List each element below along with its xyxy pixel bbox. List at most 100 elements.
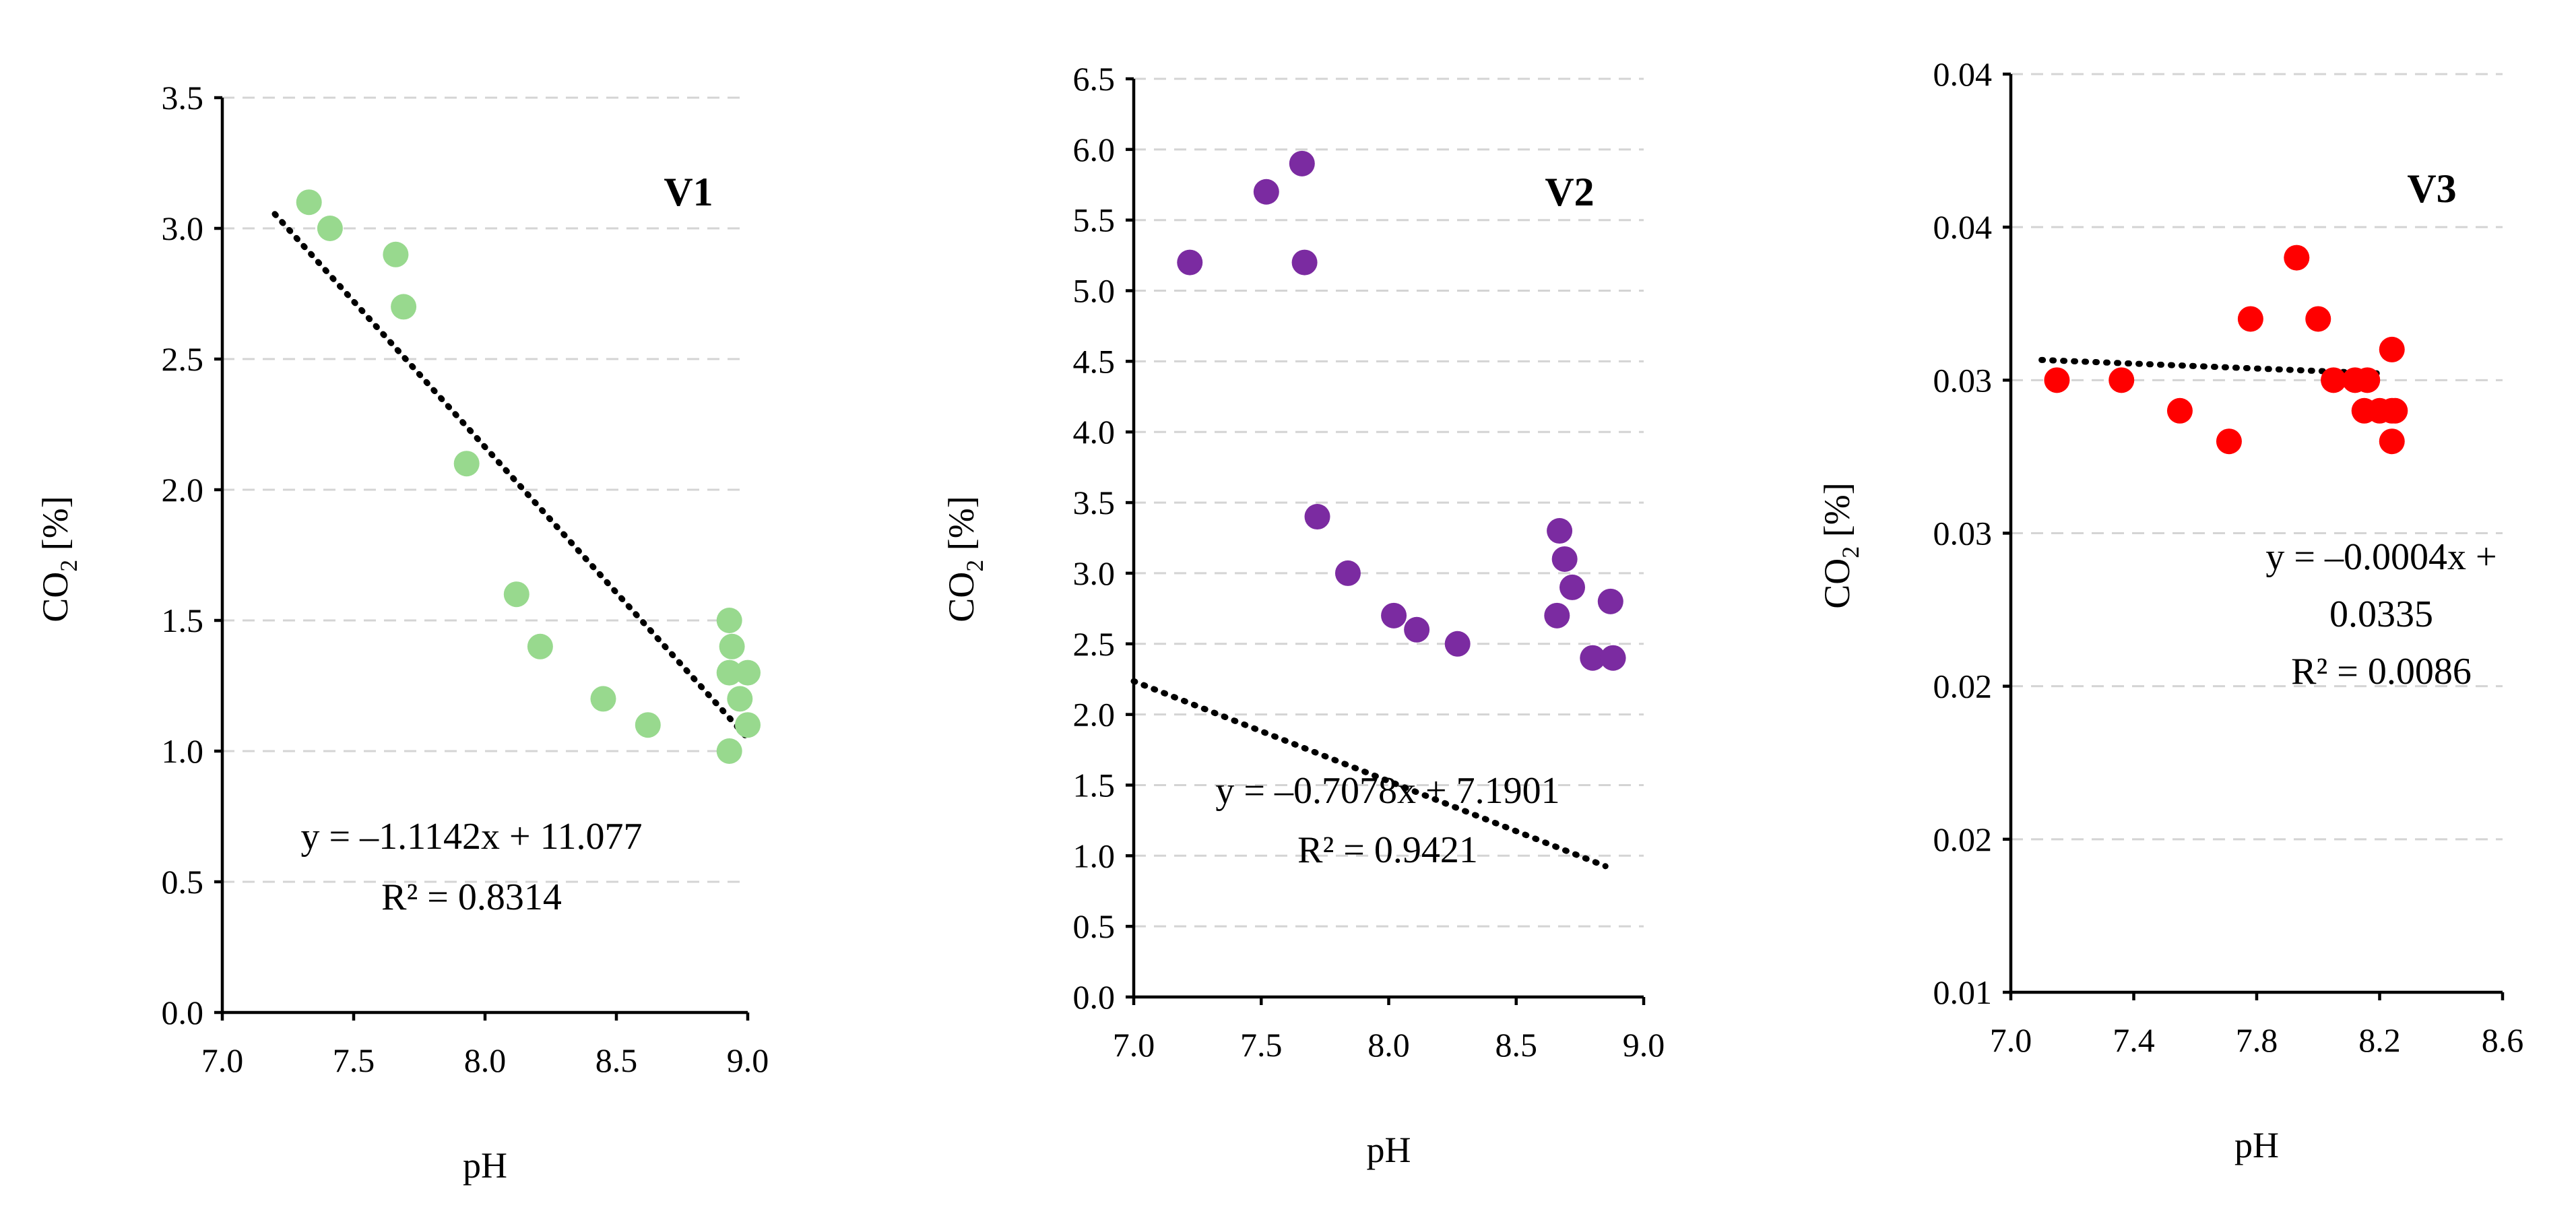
y-axis-label: CO2 [%] (1817, 482, 1864, 608)
x-tick-label: 7.5 (1240, 1026, 1283, 1064)
y-tick-label: 0.0 (1073, 978, 1116, 1016)
y-tick-label: 0.5 (1073, 907, 1116, 945)
x-tick-label: 7.0 (201, 1041, 244, 1079)
data-point (2284, 245, 2310, 271)
data-point (2305, 306, 2331, 332)
x-axis-label: pH (463, 1145, 507, 1186)
data-point (735, 712, 761, 738)
trendline (1130, 678, 1609, 870)
data-point (1253, 179, 1279, 205)
data-point (719, 633, 745, 659)
y-tick-label: 1.5 (1073, 766, 1116, 804)
y-tick-label: 3.0 (1073, 554, 1116, 592)
y-axis-label-suffix: [%] (1817, 482, 1857, 546)
y-axis-label-suffix: [%] (35, 496, 75, 559)
x-tick-label: 7.0 (1990, 1021, 2032, 1059)
y-tick-label: 2.5 (1073, 625, 1116, 663)
panel-title: V3 (2407, 166, 2456, 211)
x-tick-label: 9.0 (1623, 1026, 1665, 1064)
x-axis-label: pH (2234, 1125, 2279, 1165)
data-point (1381, 602, 1407, 629)
data-point (727, 686, 753, 712)
data-point (296, 189, 322, 216)
data-point (1444, 631, 1471, 657)
data-point (635, 712, 661, 738)
y-tick-label: 0.04 (1933, 208, 1993, 246)
y-axis-label-main: CO (35, 572, 75, 622)
data-point (503, 581, 529, 608)
data-point (1289, 150, 1315, 176)
y-tick-label: 0.01 (1933, 973, 1993, 1011)
data-point (1334, 560, 1361, 586)
data-point (2379, 336, 2405, 362)
data-point (1404, 616, 1430, 643)
data-point (590, 686, 616, 712)
x-tick-label: 7.8 (2236, 1021, 2278, 1059)
data-point (1551, 546, 1578, 572)
data-point (2382, 397, 2408, 424)
chart-panel-v2: 0.0 0.5 1.0 1.5 2.0 2.5 3.0 3.5 4.0 4.5 5.0 5.5 6.0 6… (941, 60, 1665, 1170)
y-tick-label: 4.5 (1073, 342, 1116, 380)
y-tick-label: 1.0 (1073, 837, 1116, 874)
regression-equation: y = –0.7078x + 7.1901 (1215, 770, 1559, 812)
data-point (1580, 645, 1606, 671)
x-tick-label: 8.0 (1367, 1026, 1410, 1064)
trendline (271, 211, 751, 742)
data-point (2044, 367, 2070, 393)
y-axis-label-subscript: 2 (55, 560, 82, 572)
data-point (1291, 249, 1318, 276)
y-axis-label-main: CO (941, 572, 981, 622)
data-point (735, 659, 761, 686)
y-tick-label: 0.03 (1933, 361, 1993, 399)
y-tick-label: 5.0 (1073, 272, 1116, 310)
y-axis-label-subscript: 2 (1837, 546, 1864, 558)
data-point (2321, 367, 2347, 393)
data-point (1177, 249, 1203, 276)
chart-panel-v1: 0.0 0.5 1.0 1.5 2.0 2.5 3.0 3.5 7.0 7.5 8.0 8.5 9.0 p… (35, 79, 769, 1186)
x-tick-label: 8.5 (1495, 1026, 1538, 1064)
regression-equation: R² = 0.9421 (1297, 829, 1478, 871)
y-tick-label: 6.5 (1073, 60, 1116, 98)
x-tick-label: 8.2 (2358, 1021, 2401, 1059)
data-point (716, 738, 742, 764)
y-tick-label: 3.5 (1073, 484, 1116, 521)
data-point (716, 659, 742, 686)
regression-equation: y = –1.1142x + 11.077 (300, 816, 642, 858)
x-tick-label: 7.0 (1113, 1026, 1155, 1064)
y-tick-label: 4.0 (1073, 413, 1116, 451)
data-point (453, 451, 480, 477)
y-tick-label: 3.0 (162, 210, 204, 247)
y-tick-label: 0.02 (1933, 820, 1993, 858)
x-tick-label: 7.4 (2113, 1021, 2155, 1059)
x-tick-label: 9.0 (727, 1041, 769, 1079)
y-tick-label: 2.0 (162, 471, 204, 509)
y-tick-label: 1.5 (162, 602, 204, 639)
data-point (2379, 428, 2405, 455)
data-point (2354, 367, 2381, 393)
y-tick-label: 0.04 (1933, 55, 1993, 93)
y-tick-label: 3.5 (162, 79, 204, 117)
data-point (2108, 367, 2135, 393)
x-tick-label: 8.5 (595, 1041, 638, 1079)
data-point (1544, 602, 1570, 629)
panel-title: V1 (664, 170, 713, 214)
y-axis-label: CO2 [%] (35, 496, 82, 622)
x-axis-label: pH (1367, 1130, 1411, 1170)
y-axis-label-suffix: [%] (941, 496, 981, 559)
y-tick-label: 0.02 (1933, 668, 1993, 705)
y-axis-label-main: CO (1817, 558, 1857, 609)
x-tick-label: 8.0 (464, 1041, 507, 1079)
data-point (2216, 428, 2242, 455)
chart-panel-v3: 0.010.020.020.030.030.040.040.047.07.47.… (1817, 55, 2523, 1165)
y-tick-label: 2.0 (1073, 696, 1116, 734)
x-tick-label: 7.5 (333, 1041, 375, 1079)
data-point (716, 608, 742, 633)
data-point (2166, 397, 2193, 424)
y-tick-label: 0.5 (162, 863, 204, 901)
data-point (1600, 645, 1626, 671)
data-point (527, 633, 553, 659)
regression-equation: R² = 0.8314 (381, 876, 562, 918)
regression-equation: R² = 0.0086 (2291, 651, 2472, 692)
data-point (1304, 504, 1330, 530)
